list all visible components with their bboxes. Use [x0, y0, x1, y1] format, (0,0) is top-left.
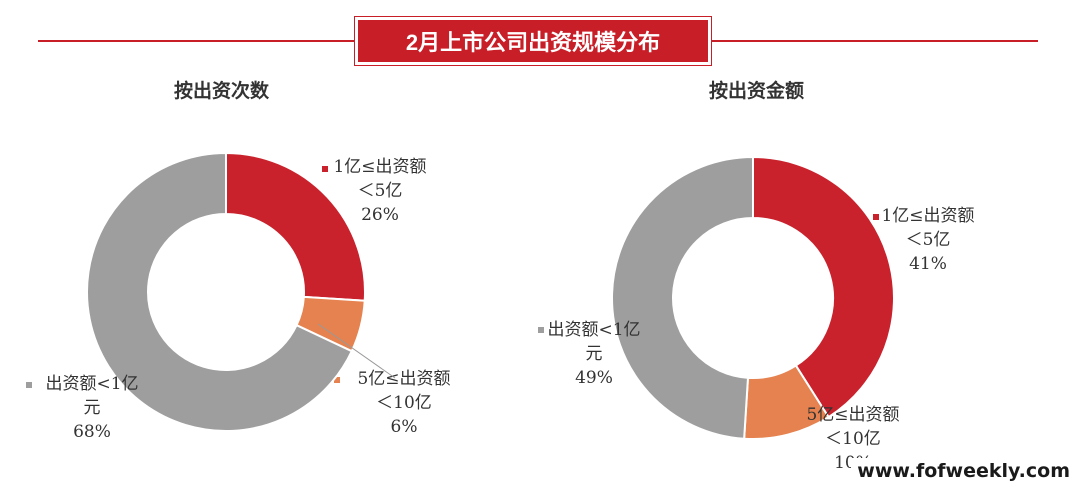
slice-label-1-2-0: 出资额<1亿 [547, 320, 640, 340]
slice-label-1-2-1: 元 [586, 344, 603, 364]
slice-label-0-0-0: 1亿≤出资额 [333, 157, 426, 177]
donut-slice-1-0 [752, 155, 895, 419]
donut-slice-1-2 [611, 155, 754, 440]
slice-value-label-1-2: 49% [575, 368, 613, 388]
leader-line-0 [317, 323, 396, 379]
chart-title-amount: 按出资金额 [709, 81, 805, 102]
slice-label-0-0-1: ＜5亿 [358, 181, 403, 201]
slice-label-1-1-0: 5亿≤出资额 [806, 405, 899, 425]
legend-marker-1-1 [787, 412, 793, 418]
slice-label-0-2-1: 元 [84, 398, 101, 418]
slice-label-0-1-0: 5亿≤出资额 [357, 369, 450, 389]
slice-value-label-0-2: 68% [73, 422, 111, 442]
legend-marker-0-1 [334, 377, 340, 383]
legend-marker-0-2 [26, 382, 32, 388]
slice-label-0-1-1: ＜10亿 [376, 393, 432, 413]
slice-label-1-1-1: ＜10亿 [825, 429, 881, 449]
chart-title-count: 按出资次数 [174, 81, 270, 102]
slice-label-0-2-0: 出资额<1亿 [45, 374, 138, 394]
slice-label-1-0-0: 1亿≤出资额 [881, 206, 974, 226]
legend-marker-0-0 [322, 166, 328, 172]
slice-value-label-1-0: 41% [909, 254, 947, 274]
donut-chart-count: 1亿≤出资额 ＜5亿 26% 5亿≤出资额 ＜10亿 6% 出资额<1亿元 68% [26, 151, 451, 442]
slice-label-1-0-1: ＜5亿 [906, 230, 951, 250]
legend-marker-1-2 [538, 327, 544, 333]
slice-value-label-0-1: 6% [391, 417, 418, 437]
website-label: www.fofweekly.com [851, 458, 1076, 484]
donut-slice-0-0 [225, 151, 366, 302]
donut-slice-0-2 [86, 151, 354, 432]
slice-value-label-0-0: 26% [361, 205, 399, 225]
legend-marker-1-0 [873, 214, 879, 220]
page-title: 2月上市公司出资规模分布 [358, 20, 708, 62]
